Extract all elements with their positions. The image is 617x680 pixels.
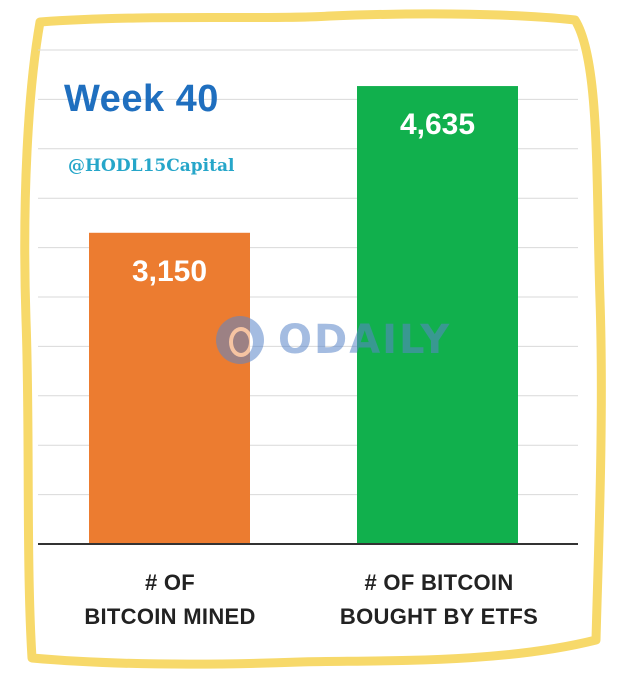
bar [357,86,518,544]
bar [89,232,250,544]
bars [89,86,518,544]
watermark: ODAILY [216,315,451,365]
category-label-line: BOUGHT BY ETFS [339,604,539,629]
category-label-line: # OF [144,570,196,595]
category-label-etfs: # OF BITCOIN BOUGHT BY ETFS [316,566,562,634]
odaily-logo-icon [216,316,264,364]
value-labels: 3,150 4,635 [132,108,475,288]
category-label-mined: # OF BITCOIN MINED [50,566,290,634]
author-handle: @HODL15Capital [68,156,235,176]
bar-value-label: 3,150 [132,255,207,288]
chart-title: Week 40 [64,78,219,120]
category-label-line: BITCOIN MINED [84,604,256,629]
bar-value-label: 4,635 [400,108,475,141]
watermark-text: ODAILY [278,317,452,363]
category-label-line: # OF BITCOIN [364,570,514,595]
